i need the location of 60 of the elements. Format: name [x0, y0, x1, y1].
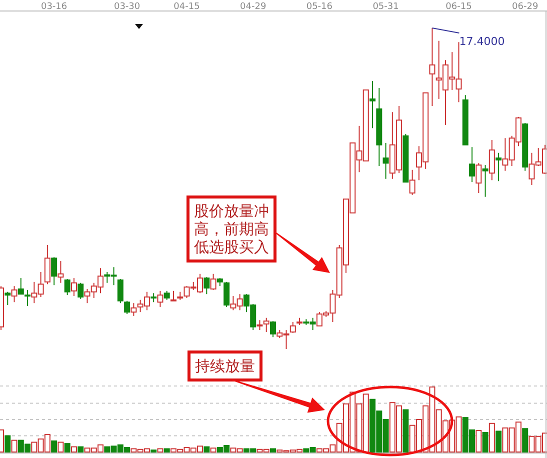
- bar: [482, 432, 488, 452]
- bar: [210, 448, 216, 452]
- x-tick-label: 03-16: [40, 2, 68, 12]
- x-tick-label: 04-29: [240, 2, 266, 12]
- bar: [4, 435, 11, 452]
- annotation: 股价放量冲高，前期高低选股买入: [194, 202, 269, 256]
- bar: [204, 446, 210, 452]
- candlestick: [64, 278, 70, 296]
- x-tick-label: 06-29: [512, 2, 538, 12]
- candlestick: [124, 300, 130, 315]
- candlestick: [117, 278, 124, 304]
- annotation: 17.4000: [459, 35, 505, 48]
- candlestick: [210, 273, 216, 290]
- bar: [157, 448, 164, 452]
- candlestick: [429, 28, 436, 107]
- candlestick: [170, 290, 176, 302]
- bar: [51, 440, 58, 452]
- x-tick-label: 06-15: [446, 2, 472, 12]
- candlestick: [58, 260, 64, 284]
- bar: [476, 430, 482, 452]
- candlestick: [469, 146, 476, 183]
- bar: [488, 422, 495, 452]
- x-tick-label: 04-15: [174, 2, 200, 12]
- candlestick: [382, 142, 389, 180]
- bar: [270, 448, 276, 452]
- candlestick: [256, 320, 263, 331]
- bar: [164, 448, 170, 452]
- x-tick-label: 05-16: [306, 2, 333, 12]
- candlestick: [224, 281, 230, 308]
- bar: [78, 446, 84, 452]
- candlestick: [409, 169, 416, 196]
- candlestick: [488, 140, 495, 181]
- candlestick: [130, 302, 137, 316]
- bar: [11, 440, 18, 452]
- bar: [496, 430, 502, 452]
- candlestick: [157, 290, 164, 308]
- candlestick: [78, 282, 84, 300]
- candlestick: [51, 256, 58, 286]
- candlestick: [44, 244, 50, 285]
- candlestick: [70, 278, 77, 297]
- bar: [64, 443, 70, 452]
- bar: [522, 428, 528, 452]
- bar: [402, 409, 409, 452]
- candlestick: [11, 286, 18, 303]
- candlestick: [496, 152, 502, 182]
- candlestick: [290, 322, 296, 334]
- x-tick-label: 03-30: [114, 2, 140, 12]
- bar: [70, 446, 77, 452]
- candlestick: [204, 276, 210, 295]
- candlestick: [24, 289, 31, 306]
- candlestick: [4, 291, 11, 306]
- candlestick: [482, 164, 488, 198]
- text: 持续放量: [195, 357, 255, 375]
- candlestick: [18, 278, 24, 295]
- bar: [58, 442, 64, 452]
- candlestick: [270, 320, 276, 338]
- candlestick: [476, 162, 482, 194]
- candlestick: [370, 80, 376, 129]
- x-tick-label: 05-31: [372, 2, 399, 12]
- candlestick: [263, 317, 270, 332]
